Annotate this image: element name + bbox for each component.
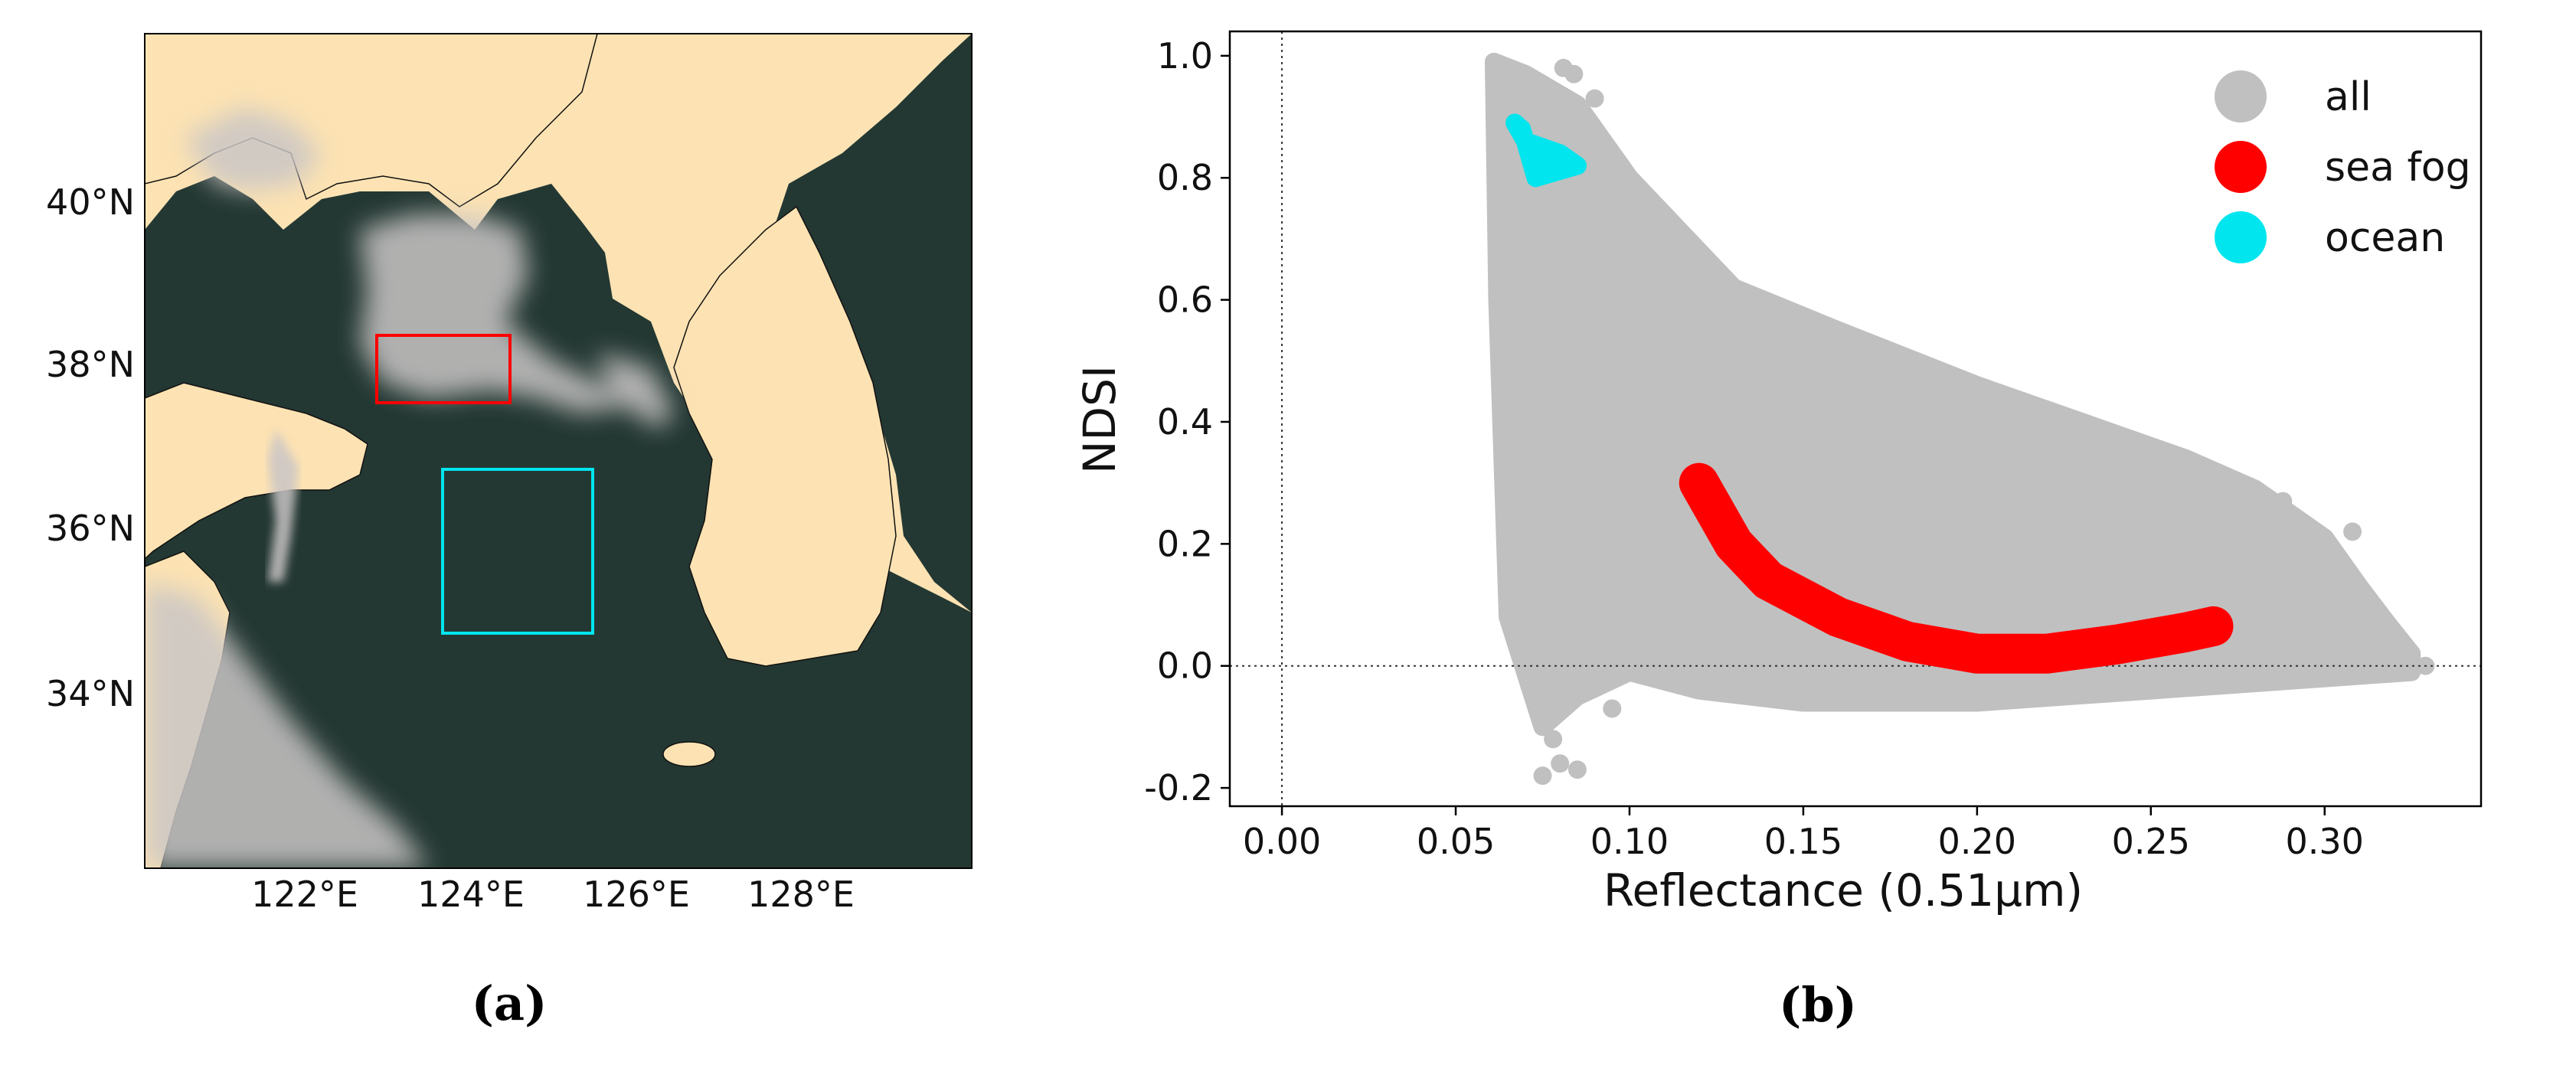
plot-frame bbox=[1228, 30, 2483, 808]
map-island-jeju bbox=[662, 741, 716, 767]
y-tick-label: 0.2 bbox=[1157, 523, 1213, 564]
panel-b-caption: (b) bbox=[1779, 977, 1857, 1033]
legend-marker-ocean bbox=[2215, 211, 2267, 263]
ocean-region-box bbox=[441, 468, 594, 635]
lat-label-38n: 38°N bbox=[46, 344, 135, 385]
series-sea-fog-point bbox=[2173, 624, 2198, 649]
y-tick-label: 0.6 bbox=[1157, 279, 1213, 321]
series-all-cloud bbox=[1484, 52, 2421, 737]
x-tick-label: 0.05 bbox=[1417, 821, 1495, 862]
y-tick-label: 1.0 bbox=[1157, 35, 1213, 77]
series-all-point bbox=[1551, 754, 1570, 773]
scatter-panel: 0.00 0.05 0.10 0.15 0.20 0.25 0.30 -0.2 0.0 0.2 0.… bbox=[1074, 30, 2483, 1033]
series-all-point bbox=[2274, 492, 2293, 511]
series-sea-fog-point bbox=[2034, 645, 2059, 671]
series-sea-fog-point bbox=[1895, 633, 1921, 658]
series-all-point bbox=[1544, 730, 1563, 749]
lat-label-36n: 36°N bbox=[46, 508, 135, 549]
series-sea-fog-point bbox=[1686, 475, 1711, 500]
lat-label-34n: 34°N bbox=[46, 673, 135, 714]
series-ocean-point bbox=[1526, 168, 1545, 188]
x-tick-label: 0.00 bbox=[1243, 821, 1321, 862]
x-tick-label: 0.25 bbox=[2112, 821, 2190, 862]
y-axis-label: NDSI bbox=[1074, 365, 1126, 474]
map-fog-north bbox=[184, 107, 322, 191]
map-fog-coast-korea bbox=[597, 352, 674, 429]
series-all-point bbox=[2357, 619, 2376, 639]
series-ocean-point bbox=[1551, 144, 1570, 163]
plot-content bbox=[1230, 31, 2481, 806]
map-sea-area bbox=[145, 176, 972, 868]
series-sea-fog-point bbox=[2104, 636, 2129, 662]
series-ocean-point bbox=[1533, 138, 1552, 157]
series-sea-fog-point bbox=[1826, 609, 1851, 634]
lon-label-128e: 128°E bbox=[747, 874, 855, 915]
map-fog-layer bbox=[145, 107, 674, 868]
x-tick-label: 0.15 bbox=[1764, 821, 1842, 862]
y-tick-label: -0.2 bbox=[1144, 767, 1213, 809]
legend-label-ocean: ocean bbox=[2325, 215, 2445, 261]
legend-label-all: all bbox=[2325, 74, 2372, 120]
panel-a-caption: (a) bbox=[472, 975, 548, 1031]
series-sea-fog-point bbox=[1756, 573, 1781, 598]
map-fog-southwest bbox=[145, 582, 429, 868]
legend-label-sea-fog: sea fog bbox=[2325, 145, 2471, 191]
series-all-point bbox=[2343, 522, 2362, 541]
x-axis-label: Reflectance (0.51μm) bbox=[1603, 864, 2083, 916]
series-all-point bbox=[1554, 58, 1573, 77]
series-all-point bbox=[1533, 766, 1552, 786]
y-tick-label: 0.0 bbox=[1157, 645, 1213, 687]
legend-marker-sea-fog bbox=[2215, 141, 2267, 193]
map-panel: 40°N 38°N 36°N 34°N 122°E 124°E 126°E 12… bbox=[46, 33, 973, 1031]
series-all-point bbox=[1603, 699, 1622, 718]
map-fog-streak bbox=[268, 429, 299, 582]
series-all-point bbox=[1585, 89, 1604, 108]
y-tick-label: 0.4 bbox=[1157, 401, 1213, 443]
lon-label-122e: 122°E bbox=[251, 874, 358, 915]
series-all-point bbox=[1526, 70, 1545, 90]
lat-label-40n: 40°N bbox=[46, 181, 135, 223]
lon-label-126e: 126°E bbox=[583, 874, 690, 915]
map-sea-east bbox=[773, 34, 972, 613]
y-tick-label: 0.8 bbox=[1157, 157, 1213, 198]
series-ocean-point bbox=[1512, 119, 1532, 139]
lon-label-124e: 124°E bbox=[417, 874, 525, 915]
series-sea-fog-band bbox=[1679, 462, 2234, 674]
map-sea-north bbox=[145, 230, 429, 459]
legend: all sea fog ocean bbox=[2215, 70, 2471, 263]
x-tick-label: 0.30 bbox=[2286, 821, 2364, 862]
series-ocean-point bbox=[1568, 156, 1587, 175]
legend-marker-all bbox=[2215, 70, 2267, 123]
axis-ticks: 0.00 0.05 0.10 0.15 0.20 0.25 0.30 -0.2 0.0 0.2 0.… bbox=[1144, 35, 2364, 862]
series-all-point bbox=[2298, 571, 2317, 590]
x-tick-label: 0.10 bbox=[1590, 821, 1669, 862]
sea-fog-region-box bbox=[375, 334, 512, 404]
series-sea-fog-point bbox=[1964, 645, 1989, 671]
series-sea-fog-point bbox=[2201, 618, 2226, 643]
series-all-point bbox=[1568, 760, 1587, 779]
map-frame bbox=[144, 33, 973, 869]
series-sea-fog-point bbox=[1721, 536, 1747, 561]
series-all-point bbox=[2231, 504, 2251, 523]
map-land-korea bbox=[673, 205, 897, 667]
map-fog-bohai bbox=[360, 214, 628, 413]
x-tick-label: 0.20 bbox=[1938, 821, 2016, 862]
map-land-shandong bbox=[145, 382, 368, 560]
map-land-liaodong bbox=[145, 34, 598, 207]
